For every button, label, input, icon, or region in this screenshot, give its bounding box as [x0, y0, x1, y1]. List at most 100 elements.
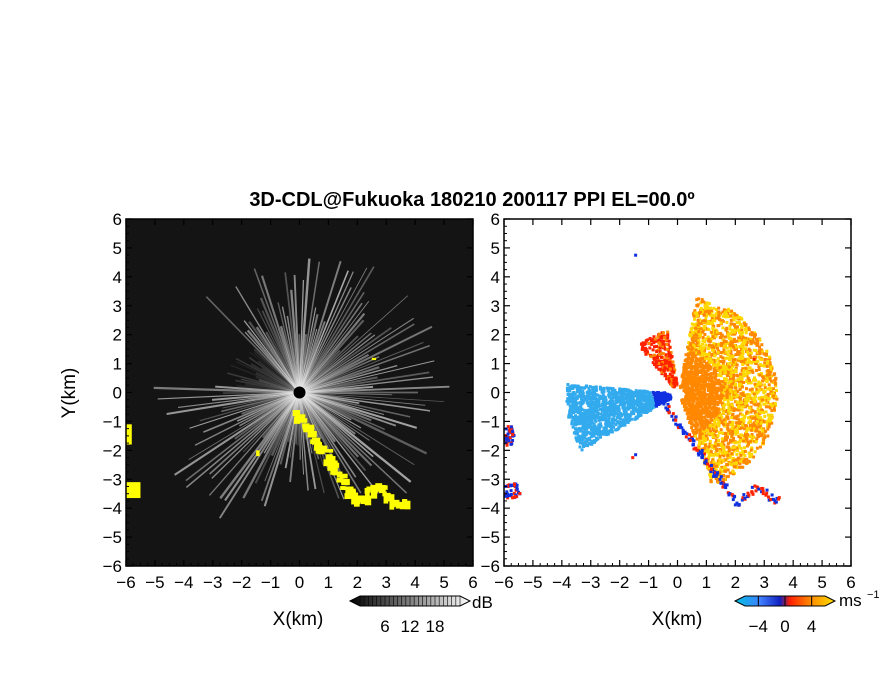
velocity-cell	[639, 410, 643, 414]
velocity-cell	[626, 415, 630, 419]
velocity-cell	[715, 461, 719, 465]
velocity-cell	[738, 380, 742, 384]
strong-echo-cell	[330, 460, 338, 465]
velocity-cell	[686, 391, 690, 395]
velocity-cell	[694, 369, 698, 373]
velocity-cell	[597, 430, 601, 434]
reflectivity-ray	[299, 341, 424, 393]
velocity-cell	[672, 378, 676, 382]
velocity-cell	[628, 401, 632, 405]
strong-echo-cell	[370, 489, 378, 499]
strong-echo-cell	[340, 486, 346, 490]
velocity-cell	[688, 406, 692, 410]
reflectivity-strong-echo	[126, 357, 411, 510]
velocity-cell	[708, 410, 712, 414]
velocity-cell	[576, 431, 580, 435]
velocity-cell	[756, 486, 760, 490]
velocity-cell	[711, 387, 715, 391]
velocity-cell	[758, 338, 762, 342]
velocity-cell	[690, 338, 694, 342]
velocity-cell	[709, 430, 713, 434]
velocity-cell	[744, 394, 748, 398]
velocity-cell	[695, 424, 699, 428]
velocity-cell	[759, 348, 763, 352]
velocity-cell	[622, 423, 626, 427]
velocity-cell	[706, 365, 710, 369]
velocity-cell	[695, 386, 699, 390]
velocity-cell	[593, 440, 597, 444]
reflectivity-ray	[298, 258, 311, 393]
strong-echo-cell	[364, 495, 372, 506]
velocity-cell	[719, 343, 723, 347]
velocity-cell	[769, 389, 773, 393]
velocity-cell	[663, 392, 667, 396]
velocity-cell	[708, 415, 712, 419]
velocity-cell	[709, 450, 713, 454]
velocity-cell	[745, 387, 749, 391]
velocity-cell	[698, 353, 702, 357]
velocity-cell	[766, 434, 770, 438]
velocity-cell	[721, 469, 725, 473]
velocity-cell	[730, 311, 734, 315]
velocity-cell	[663, 336, 667, 340]
velocity-cell	[697, 340, 701, 344]
velocity-cell	[566, 383, 570, 387]
velocity-cell	[707, 432, 711, 436]
velocity-cell	[763, 364, 767, 368]
velocity-cell	[754, 355, 758, 359]
velocity-cell	[670, 383, 674, 387]
velocity-cell	[736, 448, 740, 452]
velocity-cell	[713, 314, 717, 318]
x-tick-label: 0	[673, 573, 682, 592]
velocity-cell	[703, 319, 707, 323]
velocity-cell	[703, 421, 707, 425]
velocity-cell	[747, 493, 751, 497]
velocity-cell	[567, 414, 571, 418]
velocity-cell	[740, 344, 744, 348]
velocity-cell	[597, 423, 601, 427]
velocity-cell	[743, 496, 747, 500]
velocity-cell	[773, 391, 777, 395]
velocity-cell	[751, 492, 755, 496]
velocity-cell	[645, 350, 649, 354]
velocity-cell	[710, 337, 714, 341]
velocity-cell	[764, 429, 768, 433]
velocity-cell	[770, 413, 774, 417]
velocity-cell	[730, 386, 734, 390]
y-tick-label: −3	[103, 470, 122, 489]
velocity-cell	[696, 452, 700, 456]
velocity-cell	[594, 396, 598, 400]
strong-echo-cell	[341, 479, 350, 485]
reflectivity-ray	[299, 364, 398, 394]
velocity-cell	[727, 445, 731, 449]
velocity-cell	[720, 444, 724, 448]
velocity-cell	[597, 425, 601, 429]
velocity-cell	[734, 345, 738, 349]
velocity-cell	[673, 368, 677, 372]
velocity-cell	[694, 373, 698, 377]
y-tick-label: 2	[491, 326, 500, 345]
velocity-cell	[718, 408, 722, 412]
velocity-cell	[714, 468, 718, 472]
velocity-cell	[733, 425, 737, 429]
velocity-cell	[708, 360, 712, 364]
velocity-cell	[746, 399, 750, 403]
velocity-cell	[583, 426, 587, 430]
velocity-cell	[761, 364, 765, 368]
velocity-cell	[657, 353, 661, 357]
velocity-cell	[674, 377, 678, 381]
velocity-cell	[692, 314, 696, 318]
velocity-cell	[730, 434, 734, 438]
velocity-cell	[700, 432, 704, 436]
velocity-cell	[772, 408, 776, 412]
velocity-cell	[731, 498, 735, 502]
velocity-cell	[651, 390, 655, 394]
velocity-cell	[726, 442, 730, 446]
velocity-cell	[710, 406, 714, 410]
velocity-cell	[708, 412, 712, 416]
velocity-cell	[750, 387, 754, 391]
velocity-cell	[634, 389, 638, 393]
velocity-cell	[614, 423, 618, 427]
reflectivity-ray	[209, 391, 301, 475]
velocity-cell	[706, 466, 710, 470]
